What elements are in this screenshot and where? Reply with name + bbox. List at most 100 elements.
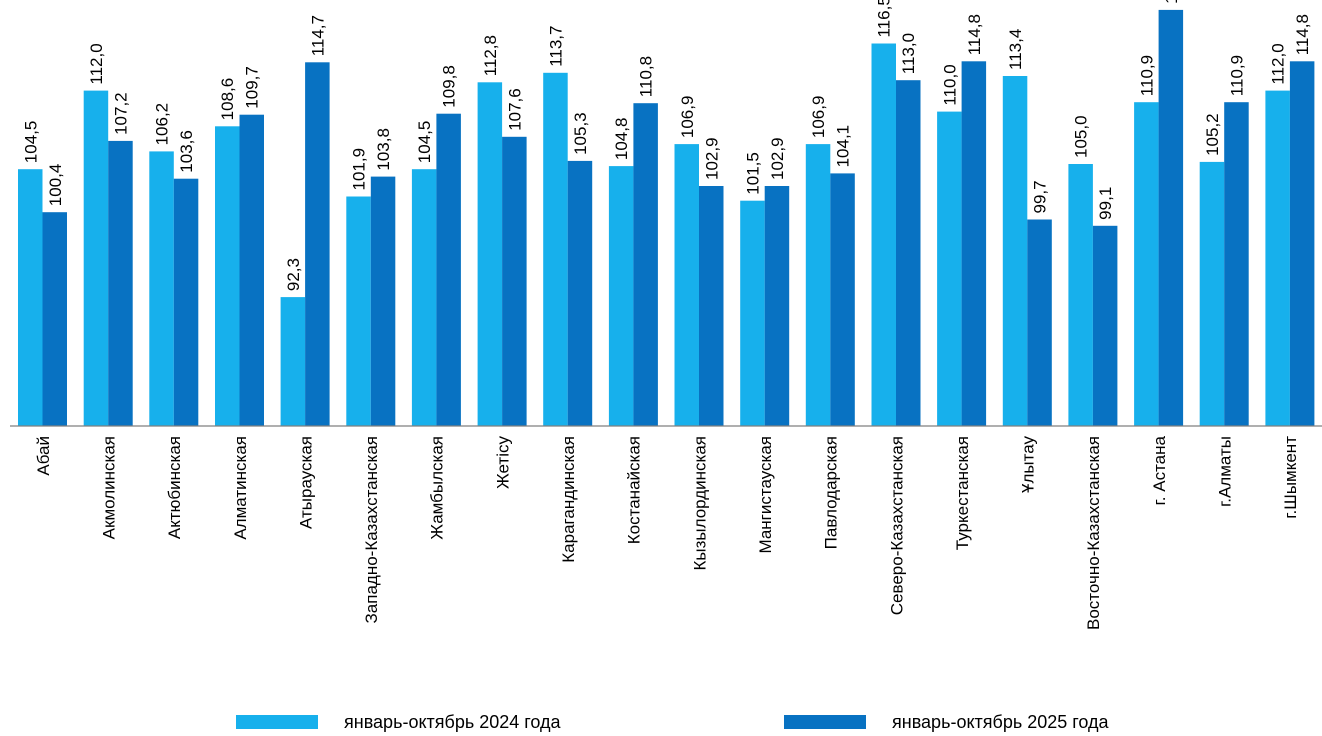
value-label-2024-9: 104,8 xyxy=(612,118,631,161)
bar-2025-3 xyxy=(239,114,264,426)
bar-2024-9 xyxy=(608,166,634,426)
bar-2024-4 xyxy=(280,297,306,426)
value-label-2025-6: 109,8 xyxy=(440,65,459,108)
legend-swatch-2025 xyxy=(784,715,866,729)
bar-2025-1 xyxy=(108,140,133,426)
value-label-2025-2: 103,6 xyxy=(177,130,196,173)
bar-2025-0 xyxy=(42,212,67,426)
value-label-2024-19: 112,0 xyxy=(1269,43,1288,84)
legend-label-2025: январь-октябрь 2025 года xyxy=(892,712,1109,732)
value-label-2025-10: 102,9 xyxy=(702,137,721,180)
bar-2025-8 xyxy=(567,160,593,426)
category-label-5: Западно-Казахстанская xyxy=(362,436,381,623)
value-label-2024-11: 101,5 xyxy=(743,152,762,195)
bar-2024-18 xyxy=(1199,161,1225,426)
category-label-4: Атырауская xyxy=(296,436,315,529)
value-labels-layer: 104,5 100,4 112,0 107,2 106,2 103,6 108,6 109,7… xyxy=(21,0,1312,291)
bar-2024-3 xyxy=(215,126,240,427)
bar-2024-10 xyxy=(674,144,699,426)
value-label-2025-1: 107,2 xyxy=(111,92,130,135)
value-label-2024-18: 105,2 xyxy=(1203,113,1222,156)
bar-2024-11 xyxy=(740,200,765,426)
bar-2025-12 xyxy=(830,173,855,426)
value-label-2024-13: 116,5 xyxy=(875,0,894,38)
bar-2025-9 xyxy=(633,103,658,426)
category-label-8: Карагандинская xyxy=(559,436,578,563)
value-label-2025-12: 104,1 xyxy=(834,125,853,168)
category-label-9: Костанайская xyxy=(625,436,644,544)
value-label-2025-15: 99,7 xyxy=(1031,180,1050,213)
value-label-2025-0: 100,4 xyxy=(46,164,65,207)
bar-2024-1 xyxy=(83,90,109,426)
category-labels-layer: Абай Акмолинская Актюбинская Алматинская Аты… xyxy=(34,435,1300,630)
legend: январь-октябрь 2024 года январь-октябрь … xyxy=(0,704,1322,736)
value-label-2024-10: 106,9 xyxy=(678,96,697,139)
bar-2025-14 xyxy=(961,61,987,427)
category-label-10: Кызылординская xyxy=(690,436,709,571)
value-label-2024-0: 104,5 xyxy=(21,121,40,164)
value-label-2024-8: 113,7 xyxy=(547,26,566,67)
bar-2024-0 xyxy=(18,169,43,426)
value-label-2025-5: 103,8 xyxy=(374,128,393,171)
value-label-2025-7: 107,6 xyxy=(505,88,524,131)
bar-2025-4 xyxy=(305,62,330,427)
value-label-2024-3: 108,6 xyxy=(218,78,237,121)
category-label-7: Жетісу xyxy=(493,436,512,489)
bar-2025-11 xyxy=(764,186,790,426)
category-label-17: г. Астана xyxy=(1150,435,1169,505)
value-label-2024-15: 113,4 xyxy=(1006,29,1025,70)
category-label-13: Северо-Казахстанская xyxy=(887,436,906,615)
bar-2024-2 xyxy=(149,151,174,426)
value-label-2024-6: 104,5 xyxy=(415,121,434,164)
bar-2025-2 xyxy=(173,178,199,426)
category-label-15: Ұлытау xyxy=(1019,436,1038,493)
value-label-2025-17: 119,7 xyxy=(1162,0,1181,4)
legend-item-2025: январь-октябрь 2025 года xyxy=(784,712,1109,732)
value-label-2024-12: 106,9 xyxy=(809,96,828,139)
bar-2024-15 xyxy=(1002,76,1028,426)
value-label-2025-8: 105,3 xyxy=(571,112,590,155)
category-label-18: г.Алматы xyxy=(1216,436,1235,507)
value-label-2024-4: 92,3 xyxy=(284,258,303,291)
bar-2025-15 xyxy=(1027,219,1052,426)
category-label-14: Туркестанская xyxy=(953,436,972,550)
bar-2024-17 xyxy=(1134,102,1159,426)
bar-2025-19 xyxy=(1289,61,1315,427)
bar-2024-14 xyxy=(937,111,962,426)
bar-2025-18 xyxy=(1224,102,1249,426)
value-label-2024-5: 101,9 xyxy=(350,148,369,191)
value-label-2024-7: 112,8 xyxy=(481,35,500,76)
category-label-16: Восточно-Казахстанская xyxy=(1084,436,1103,630)
bar-2025-10 xyxy=(699,186,724,426)
value-label-2025-9: 110,8 xyxy=(637,56,656,97)
value-label-2025-4: 114,7 xyxy=(308,15,327,56)
category-label-0: Абай xyxy=(34,436,53,476)
category-label-19: г.Шымкент xyxy=(1281,436,1300,519)
bar-2024-6 xyxy=(411,169,437,426)
category-label-1: Акмолинская xyxy=(100,436,119,539)
bar-2025-17 xyxy=(1158,9,1184,427)
bar-2024-19 xyxy=(1265,90,1290,426)
value-label-2024-14: 110,0 xyxy=(940,64,959,105)
category-label-11: Мангистауская xyxy=(756,436,775,554)
category-label-3: Алматинская xyxy=(231,436,250,540)
value-label-2025-11: 102,9 xyxy=(768,137,787,180)
bar-2025-7 xyxy=(502,136,527,427)
legend-label-2024: январь-октябрь 2024 года xyxy=(344,712,561,732)
value-label-2024-2: 106,2 xyxy=(153,103,172,146)
bar-2024-7 xyxy=(477,82,503,427)
bar-2025-6 xyxy=(436,113,461,426)
category-label-6: Жамбылская xyxy=(428,436,447,540)
legend-item-2024: январь-октябрь 2024 года xyxy=(236,712,561,732)
bars-layer xyxy=(18,9,1315,427)
legend-swatch-2024 xyxy=(236,715,318,729)
value-label-2025-14: 114,8 xyxy=(965,14,984,55)
bar-2024-12 xyxy=(805,144,831,426)
bar-2024-5 xyxy=(346,196,371,426)
bar-2025-13 xyxy=(896,80,921,426)
value-label-2024-16: 105,0 xyxy=(1072,115,1091,158)
value-label-2025-16: 99,1 xyxy=(1096,187,1115,220)
bar-2024-8 xyxy=(543,72,568,427)
bar-2025-16 xyxy=(1092,225,1118,426)
bar-2024-16 xyxy=(1068,164,1093,426)
